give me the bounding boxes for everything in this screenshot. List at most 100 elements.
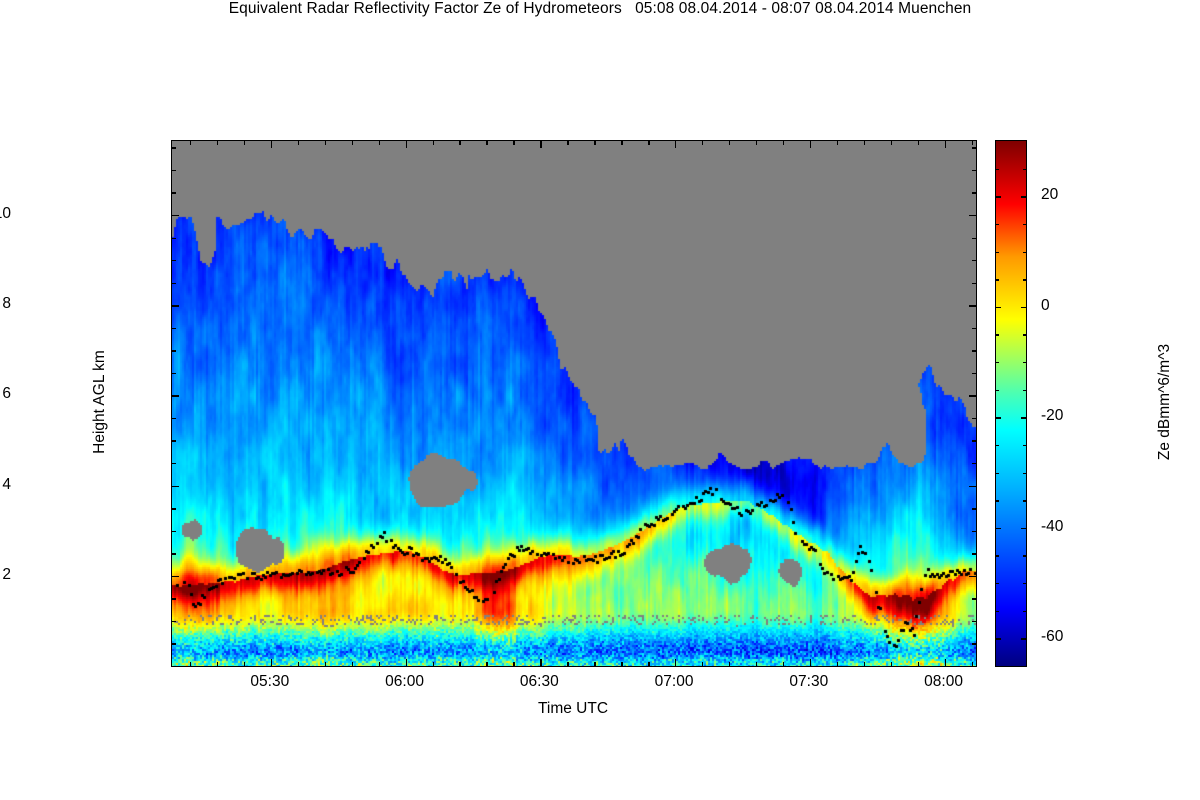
axis-tick <box>513 141 515 145</box>
axis-tick <box>755 662 758 666</box>
axis-tick <box>172 169 176 172</box>
reflectivity-heatmap <box>172 141 976 666</box>
colorbar-tick <box>996 638 1001 640</box>
axis-tick <box>863 141 866 145</box>
axis-tick <box>972 553 976 555</box>
axis-tick <box>890 141 893 145</box>
axis-tick <box>513 662 515 666</box>
axis-tick <box>972 260 976 262</box>
axis-tick <box>378 141 380 145</box>
axis-tick <box>917 141 919 145</box>
axis-tick <box>297 141 300 145</box>
axis-tick <box>405 659 407 666</box>
axis-tick <box>540 659 542 666</box>
axis-tick <box>836 662 839 666</box>
y-tick-label: 4 <box>2 475 11 493</box>
axis-tick <box>378 662 380 666</box>
axis-tick <box>972 169 976 172</box>
colorbar-minor-tick <box>1023 251 1026 253</box>
colorbar-minor-tick <box>1023 555 1026 557</box>
axis-tick <box>972 192 976 194</box>
axis-tick <box>172 485 179 487</box>
axis-tick <box>969 395 976 397</box>
colorbar-minor-tick <box>1023 583 1026 585</box>
colorbar-minor-tick <box>996 555 999 557</box>
colorbar-tick <box>996 527 1001 530</box>
axis-tick <box>172 395 179 397</box>
y-tick-label: 6 <box>2 385 11 403</box>
colorbar-minor-tick <box>996 500 999 502</box>
colorbar-minor-tick <box>996 472 999 474</box>
axis-tick <box>621 141 623 145</box>
axis-tick <box>432 141 434 145</box>
axis-tick <box>863 662 866 666</box>
axis-tick <box>172 440 176 442</box>
axis-tick <box>567 662 569 666</box>
axis-tick <box>675 141 677 148</box>
axis-tick <box>648 662 650 666</box>
axis-tick <box>755 141 758 145</box>
axis-tick <box>216 141 219 145</box>
colorbar-tick-label: 0 <box>1041 296 1050 314</box>
axis-tick <box>944 141 946 148</box>
colorbar-tick <box>1021 527 1026 530</box>
axis-tick <box>728 662 731 666</box>
colorbar-minor-tick <box>996 251 999 253</box>
axis-tick <box>972 147 976 149</box>
colorbar-tick-label: -60 <box>1041 628 1064 646</box>
colorbar-minor-tick <box>996 389 999 392</box>
axis-tick <box>971 662 973 666</box>
axis-tick <box>969 575 976 578</box>
axis-tick <box>702 141 704 145</box>
axis-tick <box>172 147 176 149</box>
y-tick-label: 10 <box>0 204 11 222</box>
colorbar-minor-tick <box>1023 500 1026 502</box>
axis-tick <box>972 327 976 330</box>
colorbar-minor-tick <box>1023 472 1026 474</box>
axis-tick <box>172 327 176 330</box>
colorbar-minor-tick <box>996 583 999 585</box>
axis-tick <box>172 192 176 194</box>
axis-tick <box>836 141 839 145</box>
colorbar-tick <box>1021 196 1026 198</box>
axis-tick <box>351 662 354 666</box>
colorbar-tick <box>1021 638 1026 640</box>
axis-tick <box>172 463 176 465</box>
axis-tick <box>351 141 354 145</box>
axis-tick <box>675 659 677 666</box>
axis-tick <box>782 662 785 666</box>
axis-tick <box>172 305 179 307</box>
axis-tick <box>972 643 976 645</box>
axis-tick <box>486 662 488 666</box>
y-axis-title: Height AGL km <box>91 350 108 454</box>
colorbar-minor-tick <box>1023 279 1026 281</box>
axis-tick <box>172 214 179 217</box>
axis-tick <box>172 575 179 578</box>
colorbar-tick-label: -40 <box>1041 517 1064 535</box>
axis-tick <box>243 141 246 145</box>
axis-tick <box>621 662 623 666</box>
axis-tick <box>944 659 946 666</box>
colorbar-minor-tick <box>1023 334 1026 336</box>
colorbar-tick <box>996 196 1001 198</box>
colorbar-minor-tick <box>996 444 999 447</box>
axis-tick <box>216 662 219 666</box>
axis-tick <box>432 662 434 666</box>
axis-tick <box>172 350 176 352</box>
axis-tick <box>728 141 731 145</box>
axis-tick <box>972 417 976 420</box>
x-axis-title: Time UTC <box>537 700 609 717</box>
colorbar-minor-tick <box>996 610 999 613</box>
axis-tick <box>594 662 596 666</box>
axis-tick <box>972 530 976 533</box>
colorbar-minor-tick <box>996 362 999 364</box>
axis-tick <box>172 282 176 284</box>
axis-tick <box>917 662 919 666</box>
x-tick-label: 07:30 <box>789 673 829 690</box>
axis-tick <box>172 260 176 262</box>
colorbar-minor-tick <box>1023 389 1026 392</box>
colorbar-tick-label: 20 <box>1041 186 1059 204</box>
axis-tick <box>459 662 461 666</box>
axis-tick <box>782 141 785 145</box>
